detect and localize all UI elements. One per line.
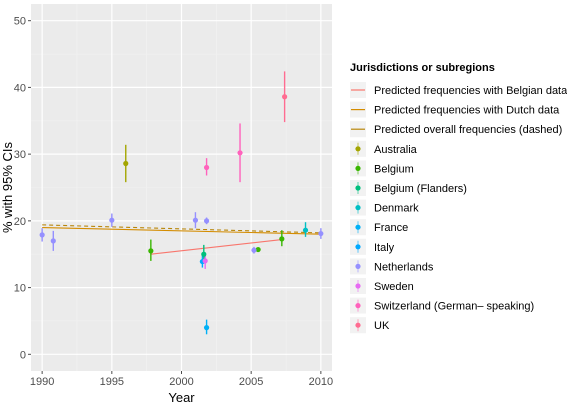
data-point xyxy=(203,218,210,224)
y-tick-label: 50 xyxy=(14,16,26,28)
legend-point-swatch xyxy=(355,165,361,171)
legend-entry-label: Australia xyxy=(374,144,418,156)
data-point xyxy=(318,230,324,237)
legend-entry-label: Netherlands xyxy=(374,261,434,273)
data-point xyxy=(50,238,56,244)
legend-entry-label: Predicted overall frequencies (dashed) xyxy=(374,124,562,136)
data-point xyxy=(123,160,129,167)
legend-point-swatch xyxy=(355,303,361,309)
legend-title: Jurisdictions or subregions xyxy=(350,62,495,74)
legend-point-swatch xyxy=(355,224,361,230)
x-tick-label: 2010 xyxy=(309,376,333,388)
legend-point-swatch xyxy=(355,205,361,211)
legend-entry-label: Predicted frequencies with Dutch data xyxy=(374,105,560,117)
data-point xyxy=(255,246,261,253)
x-tick-label: 2000 xyxy=(169,376,193,388)
legend: Jurisdictions or subregions Predicted fr… xyxy=(350,62,567,334)
data-point xyxy=(237,150,243,156)
legend-entry-label: France xyxy=(374,222,408,234)
data-point xyxy=(202,258,208,264)
legend-entry-label: Belgium (Flanders) xyxy=(374,183,467,195)
legend-entry-label: Belgium xyxy=(374,163,414,175)
y-tick-label: 10 xyxy=(14,283,26,295)
y-axis-title: % with 95% CIs xyxy=(0,141,15,233)
data-point xyxy=(203,164,210,171)
data-point xyxy=(201,251,207,257)
legend-entry-label: Predicted frequencies with Belgian data xyxy=(374,85,567,97)
legend-entry-label: Italy xyxy=(374,242,395,254)
legend-entry-label: Denmark xyxy=(374,203,419,215)
x-tick-label: 1995 xyxy=(100,376,124,388)
y-tick-label: 0 xyxy=(20,349,26,361)
data-point xyxy=(282,94,288,100)
predicted-line-0 xyxy=(150,239,282,255)
x-tick-label: 2005 xyxy=(239,376,263,388)
data-point xyxy=(302,227,309,233)
x-tick-label: 1990 xyxy=(30,376,54,388)
data-point xyxy=(148,248,154,254)
data-point xyxy=(39,232,45,238)
predicted-line-2 xyxy=(42,224,321,234)
data-point xyxy=(192,217,199,223)
legend-point-swatch xyxy=(355,263,361,269)
legend-entry-label: Sweden xyxy=(374,281,414,293)
axis-ticks: 1990 1995 2000 2005 2010 0 10 20 30 40 50 xyxy=(14,16,333,388)
major-gridlines xyxy=(31,4,332,371)
y-tick-label: 20 xyxy=(14,216,26,228)
legend-point-swatch xyxy=(355,244,361,250)
legend-entry-label: Switzerland (German– speaking) xyxy=(374,301,534,313)
data-point xyxy=(251,247,257,253)
data-point xyxy=(203,325,210,331)
legend-point-swatch xyxy=(355,146,361,152)
legend-point-swatch xyxy=(355,322,361,328)
predicted-line-1 xyxy=(42,226,321,235)
data-point xyxy=(109,217,115,223)
legend-point-swatch xyxy=(355,185,361,191)
data-points xyxy=(39,94,324,331)
x-axis-title: Year xyxy=(168,390,195,405)
y-tick-label: 40 xyxy=(14,82,26,94)
legend-point-swatch xyxy=(355,283,361,289)
data-point xyxy=(279,236,285,242)
legend-entry-label: UK xyxy=(374,320,390,332)
y-tick-label: 30 xyxy=(14,149,26,161)
predicted-lines xyxy=(42,224,321,255)
